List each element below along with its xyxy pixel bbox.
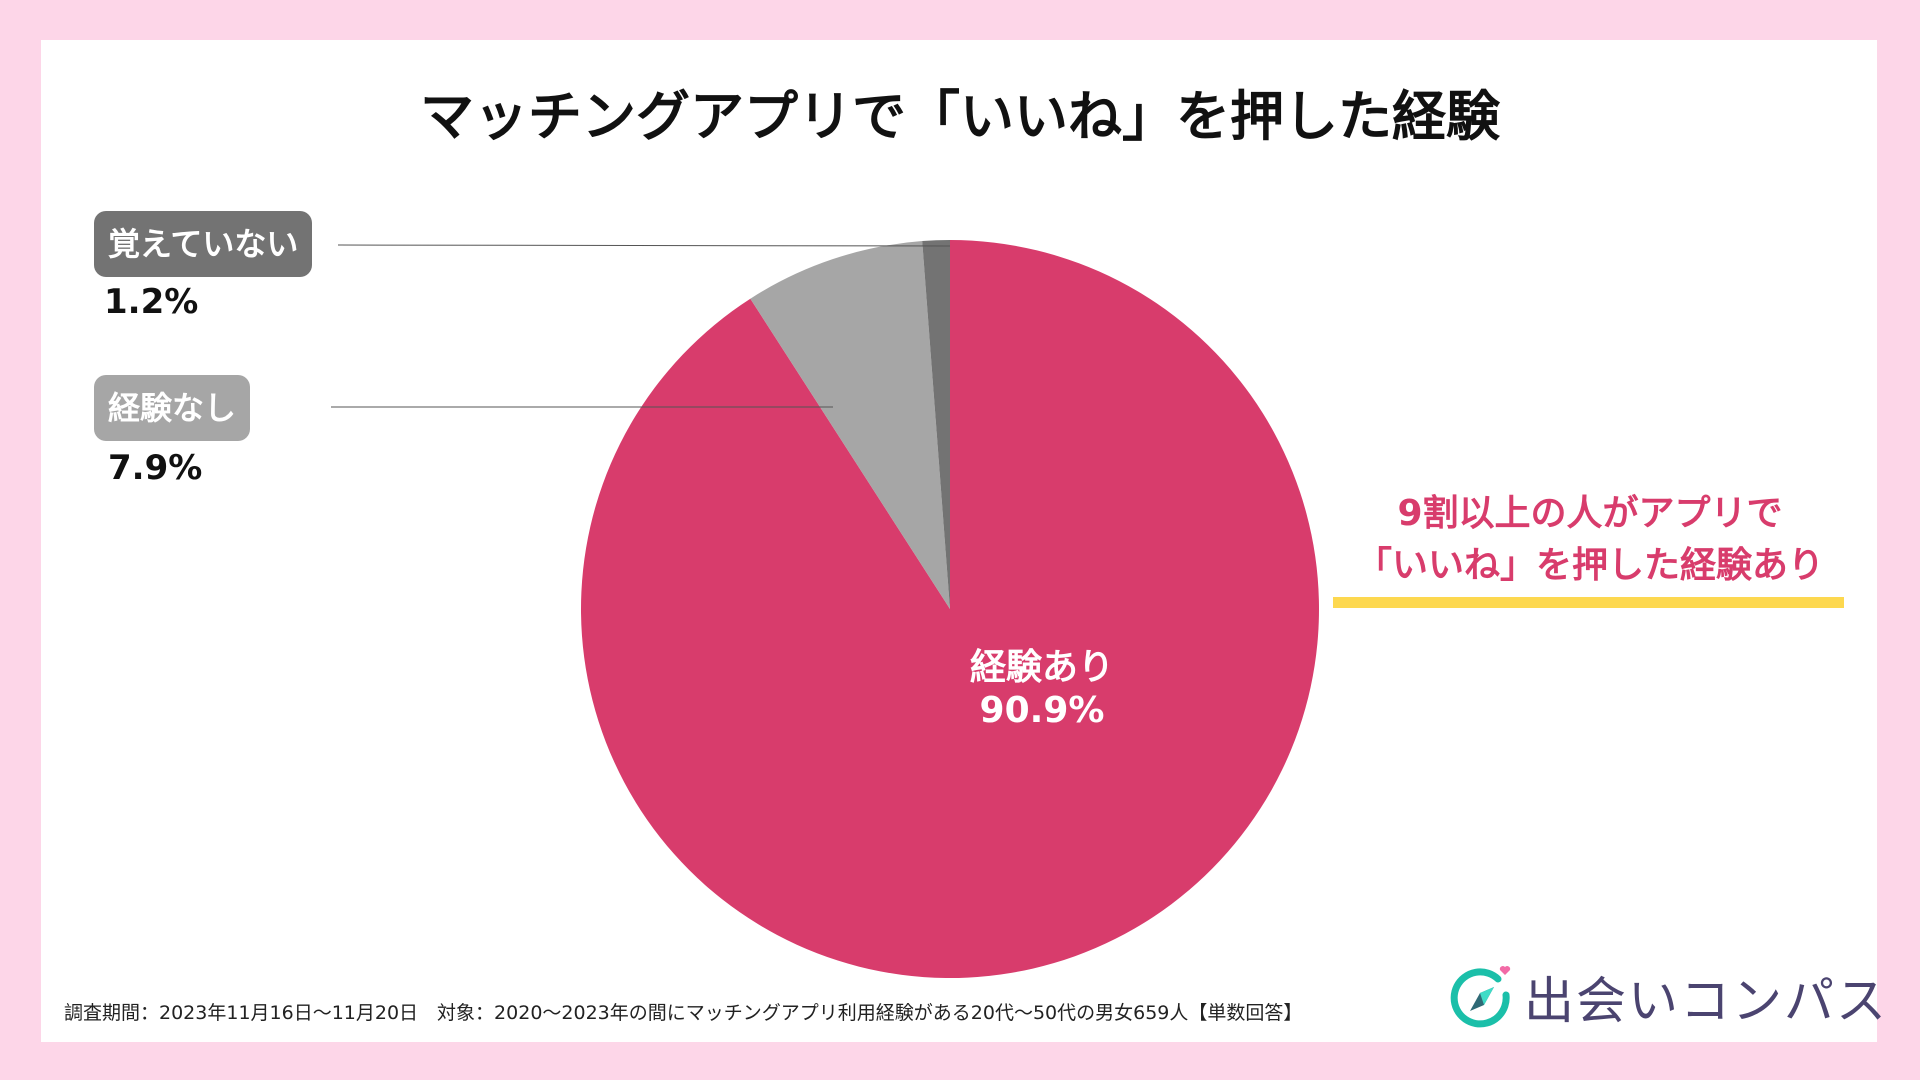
pie-slice-0 xyxy=(581,240,1319,979)
highlight-bar xyxy=(1333,597,1844,608)
pie-slice-2 xyxy=(922,240,950,609)
value-not-experienced: 7.9% xyxy=(108,448,203,488)
value-dont-remember: 1.2% xyxy=(104,282,199,322)
logo-text: 出会いコンパス xyxy=(1524,972,1888,1030)
label-not-experienced: 経験なし xyxy=(94,375,251,441)
leader-line-dont-remember xyxy=(337,244,951,247)
chart-title: マッチングアプリで「いいね」を押した経験 xyxy=(420,85,1500,148)
annotation-line-1: 9割以上の人がアプリで xyxy=(1397,493,1783,534)
label-dont-remember: 覚えていない xyxy=(94,211,313,277)
annotation-line-2: 「いいね」を押した経験あり xyxy=(1355,545,1824,586)
value-experienced: 90.9% xyxy=(979,690,1105,731)
label-experienced: 経験あり xyxy=(969,647,1114,688)
survey-note: 調査期間：2023年11月16日～11月20日 対象：2020～2023年の間に… xyxy=(64,1002,1303,1024)
compass-heart-icon xyxy=(1450,966,1511,1028)
logo: 出会いコンパス xyxy=(1450,962,1888,1032)
pie-slice-1 xyxy=(750,241,950,609)
annotation: 9割以上の人がアプリで 「いいね」を押した経験あり xyxy=(1320,488,1860,592)
